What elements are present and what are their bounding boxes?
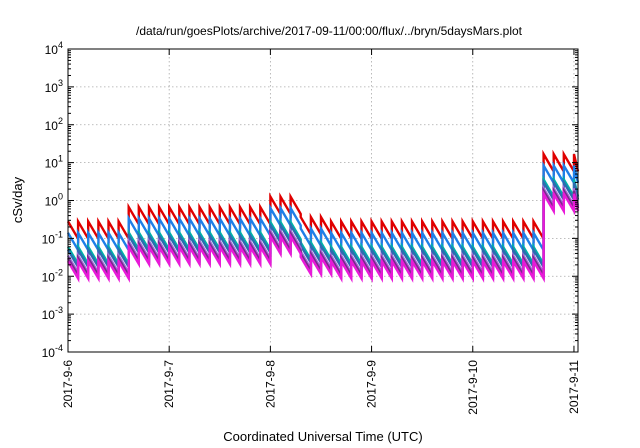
series-line	[66, 186, 580, 280]
x-tick-label: 2017-9-8	[263, 360, 277, 408]
y-tick-label: 10-4	[42, 343, 63, 360]
plot-series	[66, 149, 580, 283]
x-tick-label: 2017-9-7	[162, 360, 176, 408]
y-tick-label: 101	[45, 154, 63, 171]
series-line	[66, 161, 580, 255]
x-tick-label: 2017-9-6	[61, 360, 75, 408]
y-tick-label: 100	[45, 192, 63, 209]
series-line	[66, 183, 580, 278]
x-axis-title: Coordinated Universal Time (UTC)	[223, 429, 422, 444]
x-tick-labels: 2017-9-6 2017-9-7 2017-9-8 2017-9-9 2017-9-1…	[61, 360, 581, 415]
series-line	[66, 189, 580, 283]
grid-lines	[68, 49, 578, 352]
series-line	[66, 149, 580, 244]
x-tick-label: 2017-9-10	[466, 360, 480, 415]
y-tick-label: 10-2	[42, 267, 63, 284]
y-tick-label: 102	[45, 116, 63, 133]
series-line	[66, 177, 580, 272]
y-tick-label: 104	[45, 40, 63, 57]
series-line	[66, 174, 580, 269]
y-tick-label: 10-3	[42, 305, 63, 322]
axis-ticks	[67, 48, 578, 353]
y-tick-label: 103	[45, 78, 63, 95]
y-tick-label: 10-1	[42, 229, 63, 246]
y-axis-title: cSv/day	[10, 176, 25, 223]
x-tick-label: 2017-9-11	[567, 360, 581, 414]
y-tick-labels: 10-4 10-3 10-2 10-1 100 101 102 103 104	[42, 40, 63, 360]
chart-title: /data/run/goesPlots/archive/2017-09-11/0…	[136, 24, 523, 38]
x-tick-label: 2017-9-9	[365, 360, 379, 408]
